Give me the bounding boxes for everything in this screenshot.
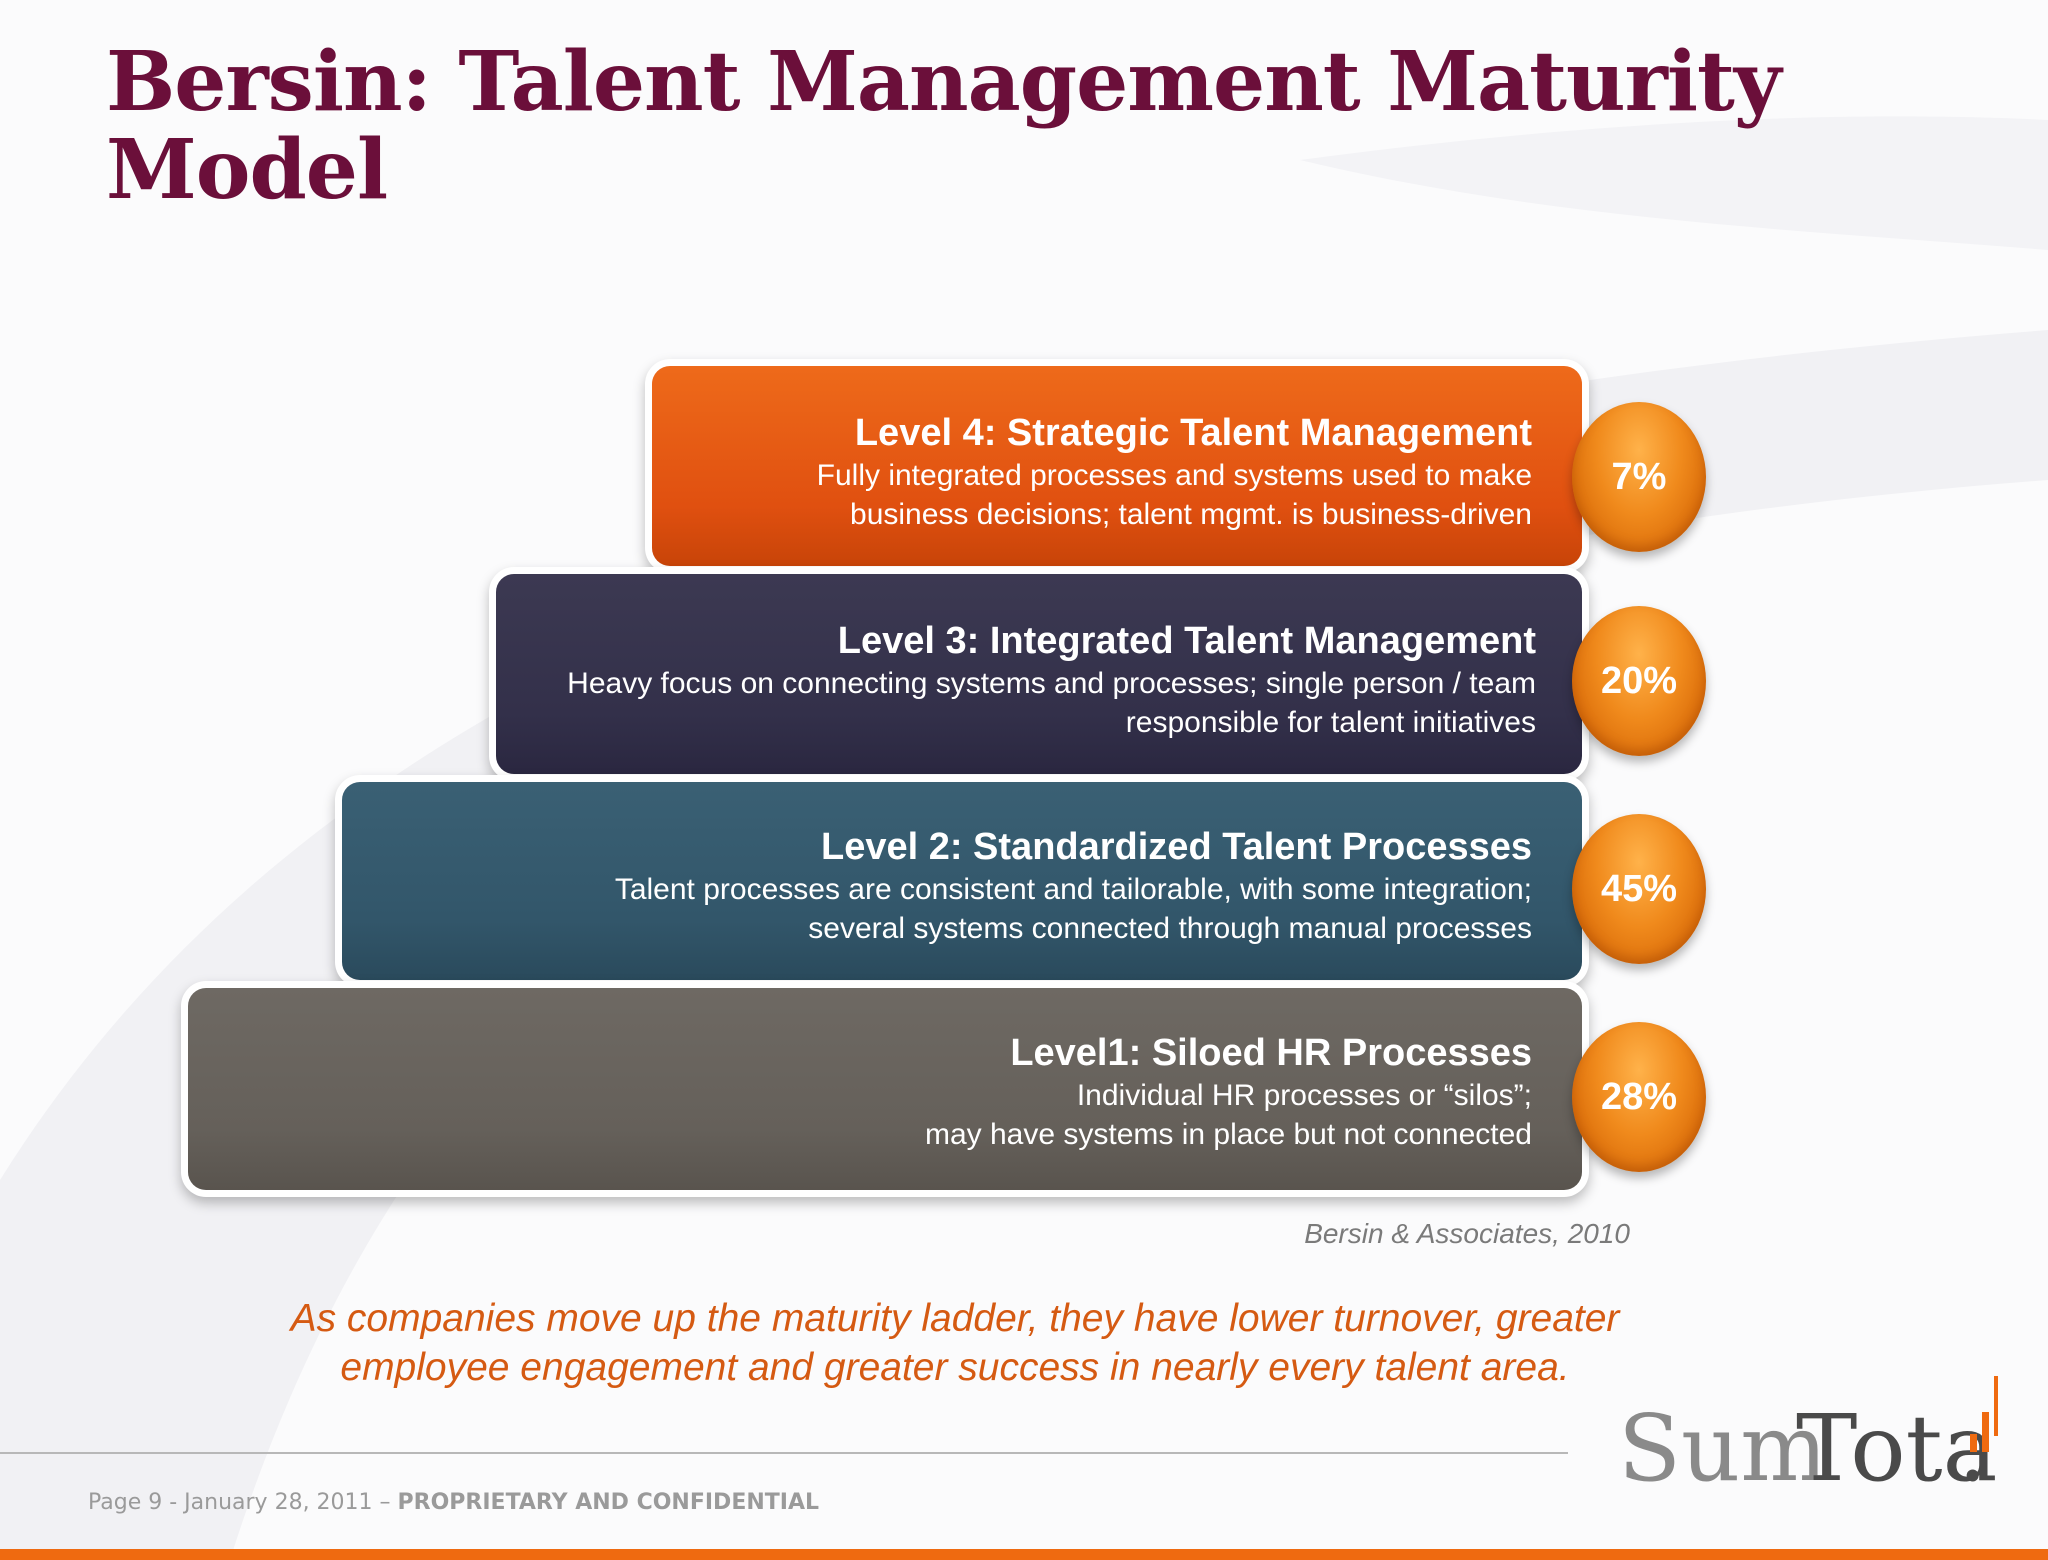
level-1-heading: Level1: Siloed HR Processes — [1010, 1032, 1532, 1074]
logo-text-total: Total — [1796, 1395, 1998, 1492]
level-2-percent: 45% — [1600, 867, 1678, 910]
footer-page-info: Page 9 - January 28, 2011 – — [88, 1490, 398, 1515]
level-4-desc-line-1: Fully integrated processes and systems u… — [816, 459, 1532, 492]
level-2-step — [342, 782, 1582, 980]
level-1-percent: 28% — [1600, 1075, 1678, 1118]
level-3-desc-line-1: Heavy focus on connecting systems and pr… — [567, 667, 1536, 700]
logo-text-sum: Sum — [1618, 1395, 1828, 1492]
footer-confidential: PROPRIETARY AND CONFIDENTIAL — [397, 1490, 820, 1515]
level-4-percent: 7% — [1611, 455, 1667, 498]
level-3-desc-line-2: responsible for talent initiatives — [1125, 706, 1536, 739]
level-1-text: Level1: Siloed HR Processes Individual H… — [200, 1030, 1532, 1154]
level-1-desc-line-2: may have systems in place but not connec… — [924, 1118, 1532, 1151]
logo-bar-1 — [1970, 1434, 1977, 1452]
level-1-step — [188, 988, 1582, 1190]
level-3-step — [496, 574, 1582, 774]
level-4-desc-line-2: business decisions; talent mgmt. is busi… — [850, 498, 1532, 531]
summary-line-2: employee engagement and greater success … — [340, 1346, 1570, 1389]
level-2-text: Level 2: Standardized Talent Processes T… — [360, 824, 1532, 948]
page-title: Bersin: Talent Management Maturity Model — [106, 34, 1782, 218]
level-4-heading: Level 4: Strategic Talent Management — [854, 412, 1532, 454]
level-4-text: Level 4: Strategic Talent Management Ful… — [660, 410, 1532, 534]
level-1-desc-line-1: Individual HR processes or “silos”; — [1076, 1079, 1532, 1112]
level-4-step — [652, 366, 1582, 566]
level-2-desc-line-2: several systems connected through manual… — [808, 912, 1532, 945]
bottom-accent-bar — [0, 1549, 2048, 1560]
level-1-percent-badge: 28% — [1572, 1022, 1706, 1172]
level-3-text: Level 3: Integrated Talent Management He… — [440, 618, 1536, 742]
summary-line-1: As companies move up the maturity ladder… — [290, 1297, 1620, 1340]
logo-bar-3 — [1994, 1376, 1998, 1436]
level-2-desc-line-1: Talent processes are consistent and tail… — [614, 873, 1532, 906]
level-3-percent: 20% — [1600, 659, 1678, 702]
footer: Page 9 - January 28, 2011 – PROPRIETARY … — [88, 1490, 819, 1515]
summary-statement: As companies move up the maturity ladder… — [200, 1294, 1710, 1392]
sumtotal-logo: Sum Total . — [1618, 1376, 1998, 1492]
level-2-heading: Level 2: Standardized Talent Processes — [820, 826, 1532, 868]
level-3-heading: Level 3: Integrated Talent Management — [837, 620, 1536, 662]
level-3-percent-badge: 20% — [1572, 606, 1706, 756]
logo-bar-2 — [1982, 1412, 1989, 1452]
footer-divider — [0, 1452, 1568, 1454]
level-4-percent-badge: 7% — [1572, 402, 1706, 552]
level-2-percent-badge: 45% — [1572, 814, 1706, 964]
source-citation: Bersin & Associates, 2010 — [1304, 1218, 1630, 1249]
